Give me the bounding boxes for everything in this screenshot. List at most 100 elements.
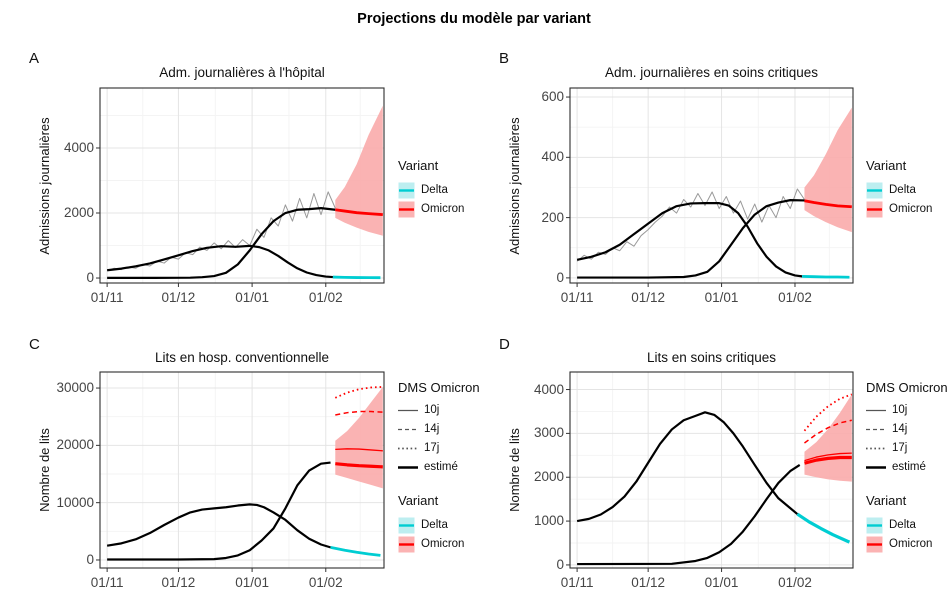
legend-item-delta: Delta <box>398 182 484 199</box>
y-tick-label: 20000 <box>56 437 94 453</box>
x-tick-label: 01/11 <box>560 290 594 305</box>
panel-plot-c <box>96 371 385 572</box>
x-tick-label: 01/12 <box>161 290 196 305</box>
legend-item-omicron: Omicron <box>866 536 948 553</box>
legend-item-label: estimé <box>892 461 926 474</box>
legend-key-omicron-icon <box>398 536 415 553</box>
panel-tag-a: A <box>29 50 40 67</box>
series-omicron-estimate <box>107 461 331 561</box>
legend-title: DMS Omicron <box>398 380 480 395</box>
legend-item-14j: 14j <box>866 423 948 436</box>
y-tick-label: 0 <box>556 269 564 285</box>
series-observed <box>576 188 805 262</box>
panel-plot-b <box>566 87 854 287</box>
legend-key-linetype-icon <box>866 447 886 450</box>
legend-key-delta-icon <box>398 182 415 199</box>
legend-title: Variant <box>866 492 907 508</box>
panel-tag-d: D <box>499 336 510 353</box>
series-delta-estimate <box>576 202 803 278</box>
panel-background <box>100 88 384 283</box>
legend-item-label: 14j <box>424 423 440 436</box>
x-tick-label: 01/12 <box>631 575 666 590</box>
series-omicron-estimate <box>577 464 801 566</box>
x-tick-label: 01/02 <box>308 575 343 590</box>
legend-key-delta-icon <box>398 517 415 534</box>
x-tick-label: 01/01 <box>235 575 269 590</box>
x-tick-label: 01/02 <box>778 290 812 305</box>
legend-item-10j: 10j <box>398 404 484 417</box>
ribbon-omicron-projection-ci <box>804 107 852 233</box>
legend-item-label: Omicron <box>421 203 465 216</box>
y-axis-label-b: Admissions journalières <box>507 117 522 255</box>
panel-title-d: Lits en soins critiques <box>646 350 777 365</box>
legend-key-omicron-icon <box>398 201 415 218</box>
series-omicron-projection-dms-10j <box>335 448 383 452</box>
y-tick-label: 400 <box>541 149 564 165</box>
series-omicron-estimate <box>577 199 805 279</box>
legend-item-label: Omicron <box>421 538 465 551</box>
x-tick-label: 01/02 <box>308 290 343 305</box>
series-delta-projection <box>330 545 381 557</box>
y-tick-label: 3000 <box>533 425 564 441</box>
legend-key-linetype-icon <box>866 428 886 431</box>
legend-group-gap <box>866 220 948 233</box>
panel-title-c: Lits en hosp. conventionnelle <box>154 350 330 365</box>
y-tick-label: 4000 <box>63 139 94 155</box>
series-omicron-projection-dms-14j <box>804 419 852 444</box>
panel-tag-c: C <box>29 336 40 353</box>
legend-group-gap <box>398 220 484 233</box>
legend-item-label: Delta <box>421 184 448 197</box>
panel-border <box>569 87 854 284</box>
series-delta-projection <box>796 512 851 544</box>
x-tick-label: 01/11 <box>560 575 594 590</box>
series-delta-estimate <box>106 503 331 549</box>
series-omicron-projection <box>335 208 383 217</box>
legend-item-label: 17j <box>424 442 440 455</box>
legend-item-label: 17j <box>892 442 908 455</box>
y-tick-label: 0 <box>86 270 94 286</box>
series-delta-projection <box>332 275 381 280</box>
legend-item-14j: 14j <box>398 423 484 436</box>
legend-group-gap <box>398 480 484 493</box>
y-tick-label: 0 <box>556 556 564 572</box>
legend-group-gap <box>398 555 484 568</box>
legend-item-omicron: Omicron <box>866 201 948 218</box>
y-tick-label: 2000 <box>63 205 94 220</box>
x-tick-label: 01/02 <box>778 575 812 590</box>
x-tick-label: 01/12 <box>161 575 196 590</box>
series-omicron-projection-estime <box>335 462 383 469</box>
series-omicron-projection <box>804 199 852 209</box>
legend-panel-d: DMS Omicron 10j 14j 17j estimé Variant Delta Om… <box>866 380 948 568</box>
legend-key-linetype-icon <box>398 409 418 412</box>
y-tick-label: 10000 <box>56 494 94 510</box>
x-tick-label: 01/01 <box>704 290 739 305</box>
series-omicron-projection-estime <box>804 455 852 465</box>
legend-key-linetype-icon <box>398 428 418 431</box>
legend-item-delta: Delta <box>866 182 948 199</box>
legend-panel-b: Variant Delta Omicron <box>866 158 948 233</box>
y-tick-label: 30000 <box>56 380 94 396</box>
legend-title: DMS Omicron <box>866 380 948 395</box>
legend-item-label: 10j <box>892 404 908 417</box>
legend-item-label: estimé <box>424 461 458 474</box>
y-tick-label: 2000 <box>533 469 564 485</box>
legend-item-17j: 17j <box>398 442 484 455</box>
ribbon-omicron-projection-ci <box>335 105 383 236</box>
legend-title: Variant <box>398 492 439 508</box>
legend-item-10j: 10j <box>866 404 948 417</box>
y-tick-label: 4000 <box>533 381 564 397</box>
legend-key-delta-icon <box>866 182 883 199</box>
panel-title-b: Adm. journalières en soins critiques <box>604 65 819 80</box>
legend-group-gap <box>866 480 948 493</box>
x-tick-label: 01/11 <box>90 575 124 590</box>
x-tick-label: 01/01 <box>235 290 269 305</box>
panel-border <box>569 371 854 569</box>
series-omicron-estimate <box>107 207 336 279</box>
figure-title: Projections du modèle par variant <box>357 11 591 27</box>
x-tick-label: 01/12 <box>631 290 666 305</box>
legend-item-delta: Delta <box>866 517 948 534</box>
series-delta-projection <box>802 274 850 279</box>
panel-border <box>99 371 385 569</box>
legend-item-label: Omicron <box>889 203 933 216</box>
